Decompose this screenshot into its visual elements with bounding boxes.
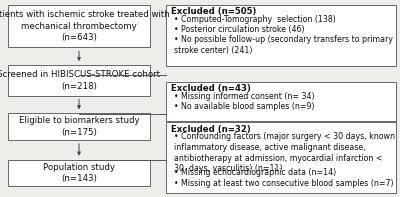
FancyBboxPatch shape: [8, 160, 150, 186]
Text: • No available blood samples (n=9): • No available blood samples (n=9): [174, 102, 314, 111]
Text: Screened in HIBISCUS-STROKE cohort
(n=218): Screened in HIBISCUS-STROKE cohort (n=21…: [0, 70, 160, 90]
Text: Excluded (n=505): Excluded (n=505): [171, 7, 256, 17]
Text: • Missing at least two consecutive blood samples (n=7): • Missing at least two consecutive blood…: [174, 179, 394, 188]
FancyBboxPatch shape: [8, 5, 150, 47]
Text: Excluded (n=32): Excluded (n=32): [171, 125, 250, 134]
Text: • No possible follow-up (secondary transfers to primary
stroke center) (241): • No possible follow-up (secondary trans…: [174, 35, 393, 55]
Text: • Missing informed consent (n= 34): • Missing informed consent (n= 34): [174, 92, 314, 101]
Text: • Computed-Tomography  selection (138): • Computed-Tomography selection (138): [174, 15, 336, 24]
Text: Population study
(n=143): Population study (n=143): [43, 163, 115, 183]
FancyBboxPatch shape: [166, 82, 396, 121]
FancyBboxPatch shape: [166, 122, 396, 193]
Text: Patients with ischemic stroke treated with
mechanical thrombectomy
(n=643): Patients with ischemic stroke treated wi…: [0, 10, 169, 42]
FancyBboxPatch shape: [8, 113, 150, 140]
FancyBboxPatch shape: [8, 65, 150, 96]
Text: • Missing echocardiographic data (n=14): • Missing echocardiographic data (n=14): [174, 168, 336, 177]
Text: • Posterior circulation stroke (46): • Posterior circulation stroke (46): [174, 25, 304, 34]
Text: • Confounding factors (major surgery < 30 days, known
inflammatory disease, acti: • Confounding factors (major surgery < 3…: [174, 132, 395, 173]
FancyBboxPatch shape: [166, 5, 396, 66]
Text: Eligible to biomarkers study
(n=175): Eligible to biomarkers study (n=175): [19, 116, 139, 137]
Text: Excluded (n=43): Excluded (n=43): [171, 84, 251, 93]
